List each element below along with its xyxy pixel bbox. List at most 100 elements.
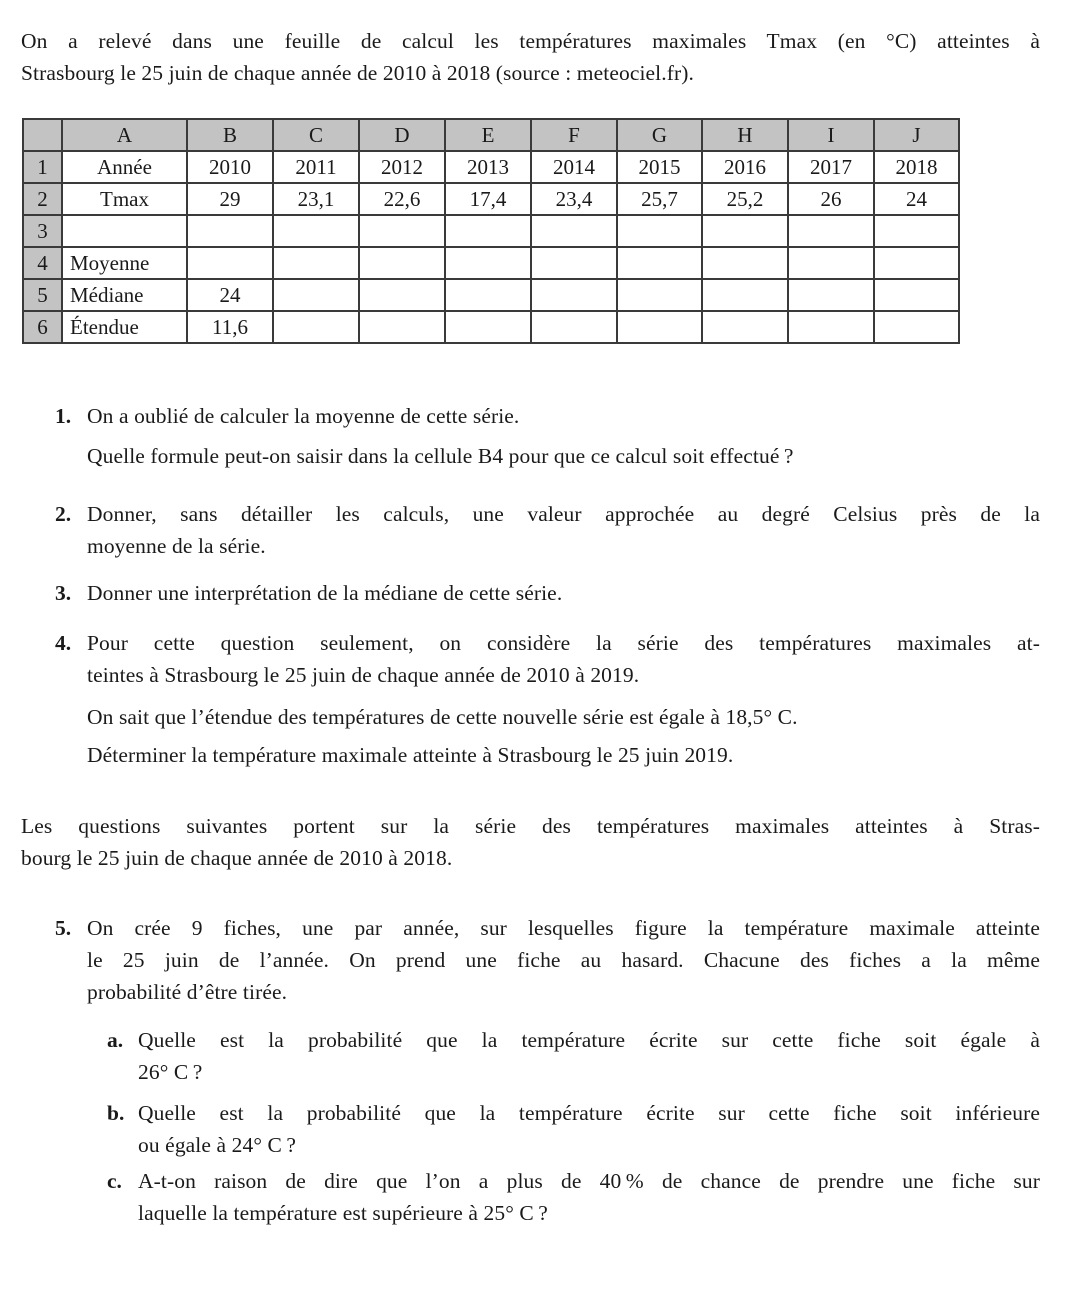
value-cell bbox=[444, 214, 532, 248]
intro-paragraph: On a relevé dans une feuille de calcul l… bbox=[21, 25, 1040, 89]
table-row: 4 Moyenne bbox=[22, 246, 960, 280]
label-cell bbox=[61, 214, 188, 248]
question-4-text: Pour cette question seulement, on consid… bbox=[87, 627, 1040, 691]
label-cell: Année bbox=[61, 150, 188, 184]
column-header-cell: H bbox=[701, 118, 789, 152]
question-4-number: 4. bbox=[55, 631, 72, 655]
value-cell: 2015 bbox=[616, 150, 703, 184]
value-cell bbox=[272, 278, 360, 312]
text-line: Quelle est la probabilité que la tempéra… bbox=[138, 1101, 1040, 1125]
value-cell: 25,2 bbox=[701, 182, 789, 216]
value-cell bbox=[701, 310, 789, 344]
text-line: ou égale à 24° C ? bbox=[138, 1133, 296, 1157]
value-cell: 23,1 bbox=[272, 182, 360, 216]
text-line: bourg le 25 juin de chaque année de 2010… bbox=[21, 846, 453, 870]
label-cell: Moyenne bbox=[61, 246, 188, 280]
value-cell bbox=[787, 310, 875, 344]
value-cell bbox=[358, 246, 446, 280]
question-2-number: 2. bbox=[55, 502, 72, 526]
question-5b-text: Quelle est la probabilité que la tempéra… bbox=[138, 1097, 1040, 1161]
value-cell bbox=[358, 278, 446, 312]
row-number-cell: 5 bbox=[22, 278, 63, 312]
question-5-text: On crée 9 fiches, une par année, sur les… bbox=[87, 912, 1040, 1008]
column-header-cell: B bbox=[186, 118, 274, 152]
value-cell: 17,4 bbox=[444, 182, 532, 216]
row-number-cell: 3 bbox=[22, 214, 63, 248]
column-header-cell: J bbox=[873, 118, 960, 152]
question-5b-letter: b. bbox=[107, 1101, 125, 1125]
row-number-cell: 4 bbox=[22, 246, 63, 280]
text-line: On a relevé dans une feuille de calcul l… bbox=[21, 29, 1040, 53]
table-row: 5 Médiane 24 bbox=[22, 278, 960, 312]
value-cell bbox=[873, 214, 960, 248]
value-cell bbox=[444, 310, 532, 344]
value-cell: 26 bbox=[787, 182, 875, 216]
question-5a-letter: a. bbox=[107, 1028, 124, 1052]
label-cell: Étendue bbox=[61, 310, 188, 344]
text-line: Quelle formule peut-on saisir dans la ce… bbox=[87, 444, 794, 468]
value-cell: 23,4 bbox=[530, 182, 618, 216]
value-cell bbox=[873, 310, 960, 344]
row-number-cell: 1 bbox=[22, 150, 63, 184]
value-cell: 22,6 bbox=[358, 182, 446, 216]
value-cell: 2012 bbox=[358, 150, 446, 184]
label-cell: Tmax bbox=[61, 182, 188, 216]
value-cell: 24 bbox=[186, 278, 274, 312]
question-3-text: Donner une interprétation de la médiane … bbox=[87, 577, 1040, 609]
value-cell bbox=[444, 246, 532, 280]
corner-cell bbox=[22, 118, 63, 152]
text-line: Strasbourg le 25 juin de chaque année de… bbox=[21, 61, 694, 85]
question-5c-letter: c. bbox=[107, 1169, 122, 1193]
value-cell: 24 bbox=[873, 182, 960, 216]
value-cell bbox=[873, 246, 960, 280]
text-line: laquelle la température est supérieure à… bbox=[138, 1201, 548, 1225]
text-line: Donner une interprétation de la médiane … bbox=[87, 581, 563, 605]
spreadsheet-table: A B C D E F G H I J 1 Année 2010 2011 2012 2013 2014 2015… bbox=[22, 118, 960, 344]
value-cell bbox=[787, 278, 875, 312]
question-4-subtext-2: Déterminer la température maximale attei… bbox=[87, 739, 1040, 771]
value-cell bbox=[616, 214, 703, 248]
transition-paragraph: Les questions suivantes portent sur la s… bbox=[21, 810, 1040, 874]
column-header-cell: G bbox=[616, 118, 703, 152]
value-cell bbox=[358, 214, 446, 248]
value-cell bbox=[530, 310, 618, 344]
value-cell bbox=[272, 310, 360, 344]
value-cell bbox=[873, 278, 960, 312]
value-cell bbox=[272, 214, 360, 248]
text-line: Donner, sans détailler les calculs, une … bbox=[87, 502, 1040, 526]
question-5-number: 5. bbox=[55, 916, 72, 940]
question-1-text: On a oublié de calculer la moyenne de ce… bbox=[87, 400, 1040, 432]
value-cell: 2018 bbox=[873, 150, 960, 184]
row-number-cell: 2 bbox=[22, 182, 63, 216]
value-cell: 11,6 bbox=[186, 310, 274, 344]
question-3-number: 3. bbox=[55, 581, 72, 605]
text-line: On crée 9 fiches, une par année, sur les… bbox=[87, 916, 1040, 940]
value-cell bbox=[701, 246, 789, 280]
column-header-cell: E bbox=[444, 118, 532, 152]
column-header-cell: C bbox=[272, 118, 360, 152]
text-line: On sait que l’étendue des températures d… bbox=[87, 705, 798, 729]
text-line: On a oublié de calculer la moyenne de ce… bbox=[87, 404, 520, 428]
question-5c-text: A-t-on raison de dire que l’on a plus de… bbox=[138, 1165, 1040, 1229]
value-cell bbox=[358, 310, 446, 344]
text-line: 26° C ? bbox=[138, 1060, 203, 1084]
label-cell: Médiane bbox=[61, 278, 188, 312]
value-cell: 2011 bbox=[272, 150, 360, 184]
value-cell: 25,7 bbox=[616, 182, 703, 216]
column-header-cell: F bbox=[530, 118, 618, 152]
question-4-subtext-1: On sait que l’étendue des températures d… bbox=[87, 701, 1040, 733]
value-cell bbox=[530, 246, 618, 280]
value-cell bbox=[616, 246, 703, 280]
value-cell: 2016 bbox=[701, 150, 789, 184]
value-cell bbox=[530, 278, 618, 312]
value-cell bbox=[530, 214, 618, 248]
value-cell bbox=[787, 214, 875, 248]
value-cell bbox=[444, 278, 532, 312]
text-line: le 25 juin de l’année. On prend une fich… bbox=[87, 948, 1040, 972]
text-line: A-t-on raison de dire que l’on a plus de… bbox=[138, 1169, 1040, 1193]
column-header-cell: D bbox=[358, 118, 446, 152]
table-row: 2 Tmax 29 23,1 22,6 17,4 23,4 25,7 25,2 26 24 bbox=[22, 182, 960, 216]
question-5a-text: Quelle est la probabilité que la tempéra… bbox=[138, 1024, 1040, 1088]
question-1-subtext: Quelle formule peut-on saisir dans la ce… bbox=[87, 440, 1040, 472]
